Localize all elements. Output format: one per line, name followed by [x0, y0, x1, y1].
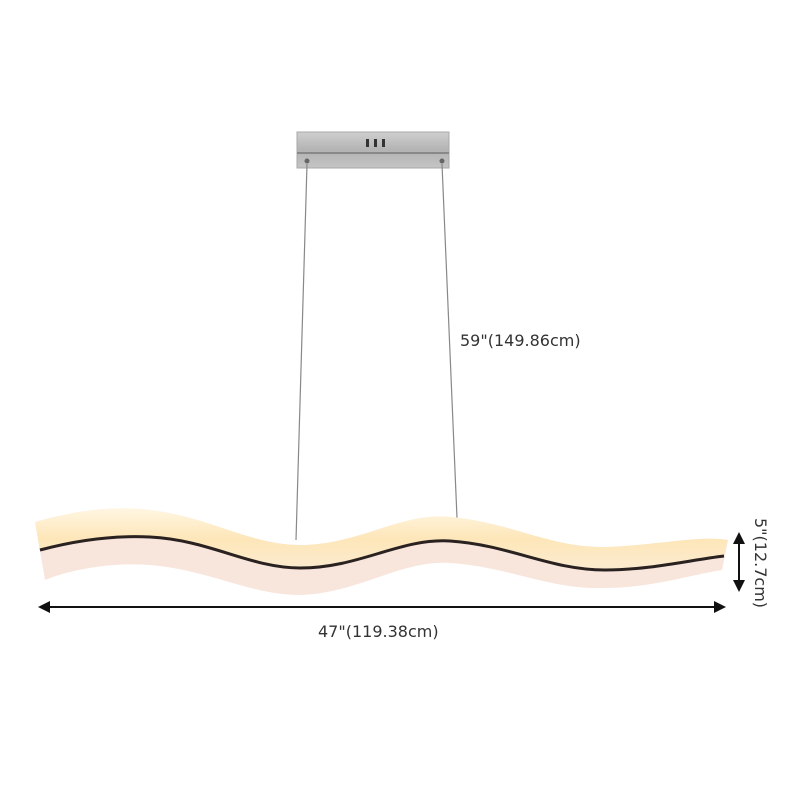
height-dimension-arrow — [733, 532, 745, 592]
suspension-cable — [295, 163, 308, 541]
drop-length-label: 59"(149.86cm) — [460, 331, 581, 350]
vent-slot — [382, 139, 385, 147]
width-dimension-arrow — [38, 601, 726, 613]
ceiling-canopy — [296, 131, 450, 169]
screw-icon — [439, 158, 445, 164]
screw-icon — [304, 158, 310, 164]
dark-trim-line — [39, 535, 725, 572]
vent-slot — [374, 139, 377, 147]
width-label: 47"(119.38cm) — [318, 622, 439, 641]
suspension-cable — [441, 163, 458, 519]
wave-light-bar — [35, 508, 728, 595]
vent-slot — [366, 139, 369, 147]
height-label: 5"(12.7cm) — [751, 518, 770, 609]
